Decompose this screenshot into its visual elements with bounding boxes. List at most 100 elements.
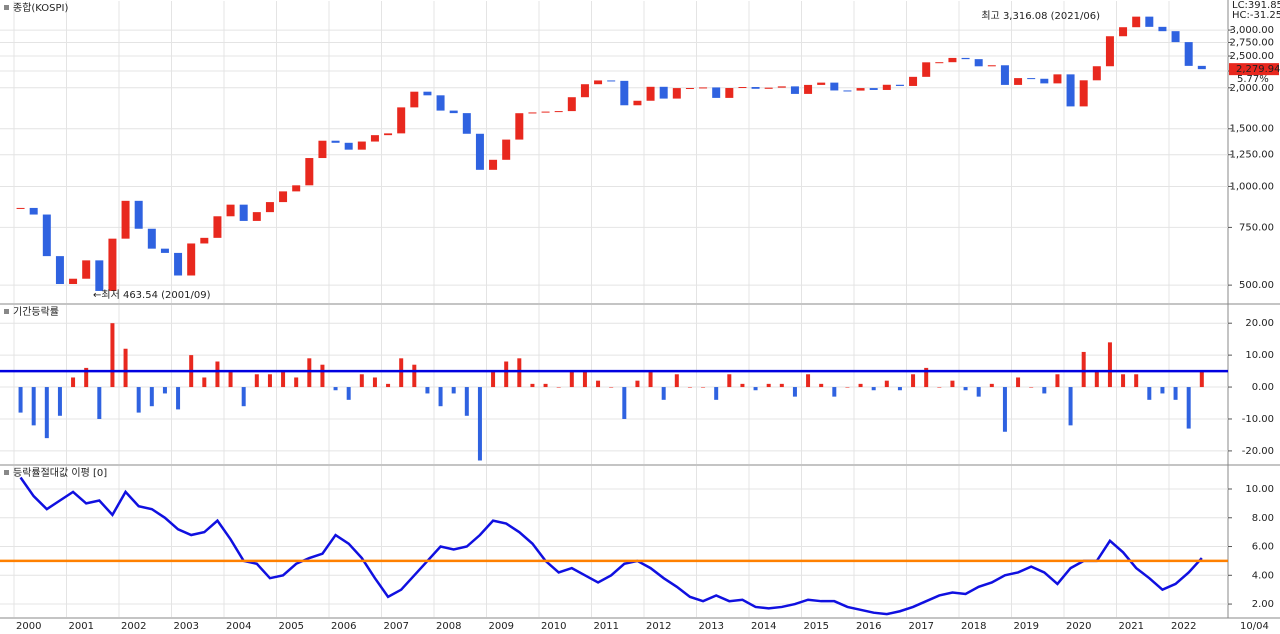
- bar: [609, 387, 614, 388]
- bar: [294, 377, 299, 388]
- candle: [843, 90, 852, 92]
- x-corner-label: 10/04: [1240, 621, 1269, 632]
- candle: [134, 200, 143, 229]
- y-tick-label: 6.00: [1252, 542, 1274, 553]
- bar: [1186, 387, 1191, 429]
- x-tick-label: 2006: [331, 621, 356, 632]
- candle: [410, 91, 419, 108]
- candle: [1197, 65, 1206, 70]
- candle: [659, 86, 668, 99]
- lc-label: LC:391.85: [1232, 0, 1280, 11]
- x-tick-label: 2013: [699, 621, 724, 632]
- candle: [226, 204, 235, 217]
- candle: [187, 243, 196, 276]
- candle: [1014, 78, 1023, 85]
- candle: [672, 88, 681, 99]
- candle: [869, 88, 878, 90]
- panel-title-icon: [4, 5, 9, 10]
- y-tick-label: 1,000.00: [1229, 181, 1274, 192]
- candle: [318, 140, 327, 159]
- candle: [738, 87, 747, 89]
- y-tick-label: 1,250.00: [1229, 150, 1274, 161]
- candle: [265, 202, 274, 213]
- bar: [714, 387, 719, 400]
- bar: [57, 387, 62, 416]
- bar: [779, 383, 784, 388]
- bar: [806, 374, 811, 388]
- bar: [1147, 387, 1152, 400]
- y-tick-label: 8.00: [1252, 513, 1274, 524]
- bar: [635, 380, 640, 388]
- bar: [386, 383, 391, 388]
- candle: [462, 113, 471, 134]
- candle: [397, 107, 406, 134]
- x-tick-label: 2009: [489, 621, 514, 632]
- candle: [344, 142, 353, 150]
- candle: [725, 88, 734, 98]
- bar: [832, 387, 837, 397]
- bar: [281, 371, 286, 388]
- candle: [16, 207, 25, 209]
- bar: [1068, 387, 1073, 426]
- candle: [1145, 16, 1154, 27]
- candle: [331, 140, 340, 143]
- bar: [845, 387, 850, 388]
- y-tick-label: -20.00: [1242, 446, 1274, 457]
- panel-title-icon: [4, 470, 9, 475]
- bar: [622, 387, 627, 419]
- bar: [569, 371, 574, 388]
- bar: [792, 387, 797, 397]
- bar: [307, 358, 312, 388]
- y-tick-label: 2,500.00: [1229, 51, 1274, 62]
- bar: [333, 387, 338, 391]
- candle: [777, 86, 786, 88]
- bar: [740, 383, 745, 388]
- bar: [123, 348, 128, 388]
- bar: [517, 358, 522, 388]
- bar: [399, 358, 404, 388]
- candle: [1040, 78, 1049, 84]
- bar: [425, 387, 430, 394]
- x-tick-label: 2004: [226, 621, 251, 632]
- x-tick-label: 2010: [541, 621, 566, 632]
- candle: [594, 80, 603, 85]
- bar: [596, 380, 601, 388]
- candle: [95, 260, 104, 291]
- y-tick-label: 4.00: [1252, 570, 1274, 581]
- x-tick-label: 2019: [1014, 621, 1039, 632]
- x-tick-label: 2017: [909, 621, 934, 632]
- y-tick-label: 750.00: [1239, 222, 1274, 233]
- x-tick-label: 2001: [69, 621, 94, 632]
- bar: [1002, 387, 1007, 432]
- candle: [790, 86, 799, 94]
- candle: [200, 237, 209, 244]
- bar: [937, 387, 942, 388]
- candle: [160, 248, 169, 253]
- x-tick-label: 2015: [804, 621, 829, 632]
- candle: [55, 256, 64, 284]
- bar: [1055, 374, 1060, 388]
- candle: [174, 252, 183, 276]
- bar: [1199, 371, 1204, 388]
- bar: [766, 383, 771, 388]
- y-tick-label: 1,500.00: [1229, 124, 1274, 135]
- bar: [989, 383, 994, 388]
- change-label: 5.77%: [1237, 74, 1269, 85]
- bar: [162, 387, 167, 394]
- candle: [830, 82, 839, 91]
- bar: [976, 387, 981, 397]
- low-annotation: ←최저 463.54 (2001/09): [93, 289, 211, 301]
- bar: [18, 387, 23, 413]
- last-price: 2,279.94: [1236, 64, 1280, 75]
- bar: [149, 387, 154, 407]
- hc-label: HC:-31.25: [1232, 10, 1280, 21]
- bar: [267, 374, 272, 388]
- candle: [305, 158, 314, 186]
- candle: [935, 62, 944, 64]
- bar: [136, 387, 141, 413]
- candle: [607, 80, 616, 82]
- candle: [436, 95, 445, 111]
- bar: [228, 371, 233, 388]
